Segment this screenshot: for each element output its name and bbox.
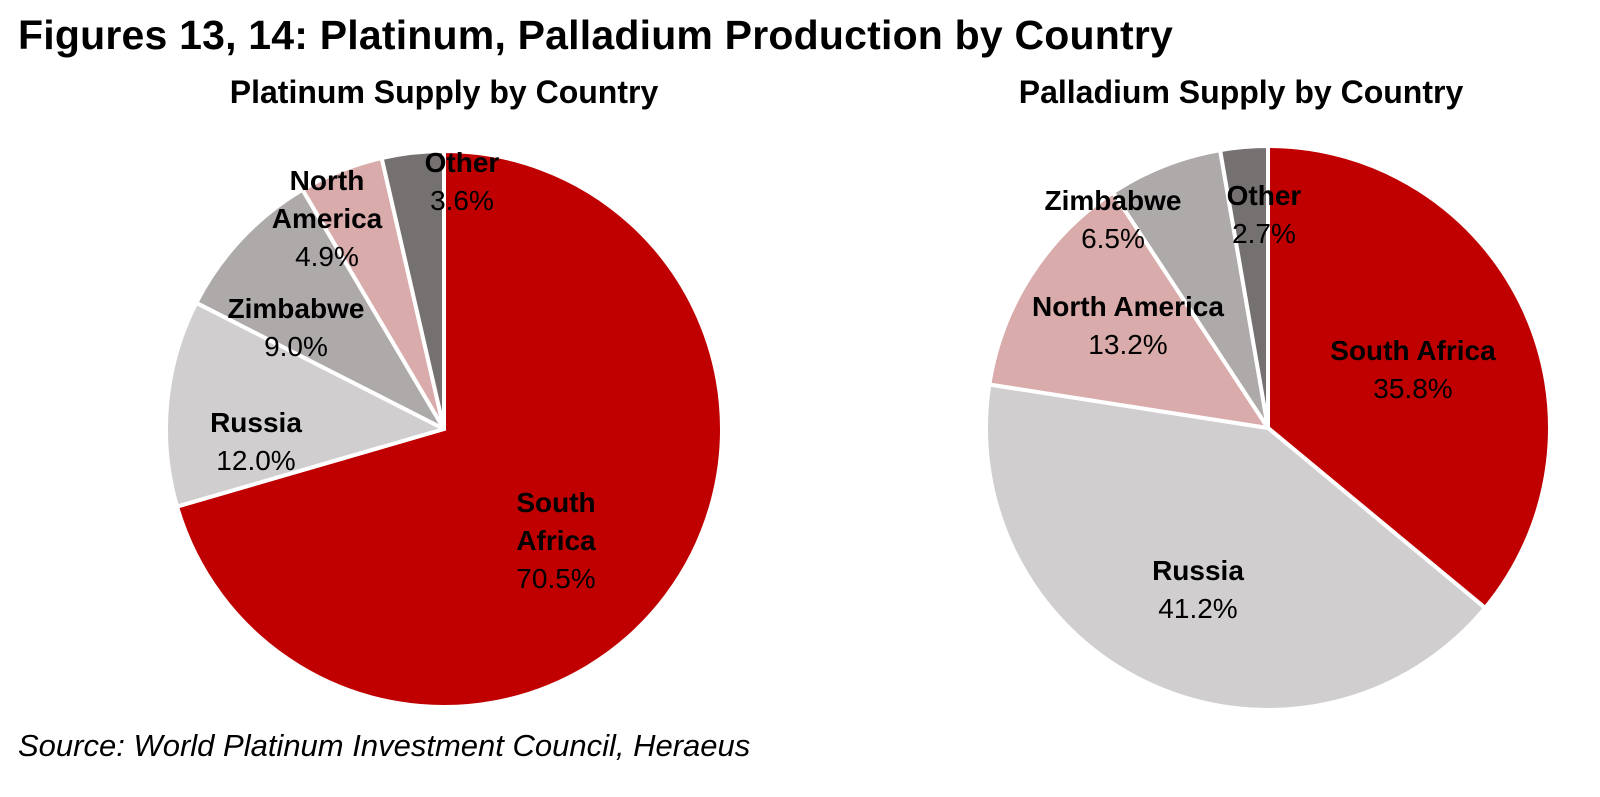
slice-label: Zimbabwe 6.5% [1045, 185, 1182, 254]
slice-label: North America 13.2% [1032, 291, 1224, 360]
slice-value: 41.2% [1158, 593, 1237, 624]
slice-name: North [290, 165, 365, 196]
slice-label: South Africa 70.5% [516, 487, 596, 594]
pie-slice [379, 149, 446, 431]
slice-label: Russia 12.0% [210, 407, 302, 476]
slice-value: 70.5% [516, 563, 595, 594]
slice-label: North America 4.9% [272, 165, 383, 272]
slice-name: Zimbabwe [228, 293, 365, 324]
slice-label: Other 2.7% [1227, 180, 1302, 249]
slice-value: 4.9% [295, 241, 359, 272]
slice-value: 6.5% [1081, 223, 1145, 254]
slice-name: Africa [516, 525, 596, 556]
slice-value: 12.0% [216, 445, 295, 476]
slice-name: South Africa [1330, 335, 1496, 366]
slice-value: 13.2% [1088, 329, 1167, 360]
slice-value: 3.6% [430, 185, 494, 216]
slice-value: 9.0% [264, 331, 328, 362]
slice-label: Zimbabwe 9.0% [228, 293, 365, 362]
pie-chart-2: Palladium Supply by Country South Africa 3… [984, 74, 1552, 712]
slice-name: America [272, 203, 383, 234]
pie-slice [1218, 144, 1270, 430]
pie-slice [1266, 144, 1552, 610]
source-note: Source: World Platinum Investment Counci… [18, 728, 751, 763]
chart-title: Palladium Supply by Country [1019, 74, 1464, 110]
pie-slice [175, 149, 724, 709]
slice-name: Russia [210, 407, 302, 438]
pie-slice [984, 382, 1488, 712]
slice-name: Russia [1152, 555, 1244, 586]
pie-charts: Platinum Supply by Country South Africa 70.… [164, 74, 1552, 712]
figure-title: Figures 13, 14: Platinum, Palladium Prod… [18, 12, 1174, 58]
slice-name: Other [1227, 180, 1302, 211]
pie-slice [987, 190, 1270, 430]
pie-slice [164, 300, 446, 509]
slice-value: 2.7% [1232, 218, 1296, 249]
pie-slice [1111, 148, 1270, 430]
slice-name: Zimbabwe [1045, 185, 1182, 216]
slice-name: North America [1032, 291, 1224, 322]
slice-label: Russia 41.2% [1152, 555, 1244, 624]
pie-chart-1: Platinum Supply by Country South Africa 70.… [164, 74, 724, 709]
chart-title: Platinum Supply by Country [230, 74, 659, 110]
slice-value: 35.8% [1373, 373, 1452, 404]
slice-label: South Africa 35.8% [1330, 335, 1496, 404]
slice-name: Other [425, 147, 500, 178]
pie-slice [194, 187, 446, 431]
slice-label: Other 3.6% [425, 147, 500, 216]
slice-name: South [516, 487, 595, 518]
